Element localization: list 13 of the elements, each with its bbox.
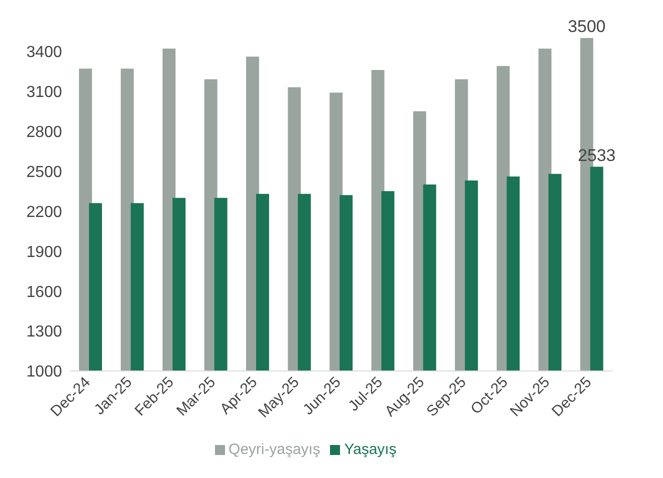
y-tick-label: 1300: [26, 324, 62, 341]
data-label: 2533: [578, 146, 616, 165]
y-tick-label: 2200: [26, 204, 62, 221]
legend-label: Qeyri-yaşayış: [228, 441, 320, 458]
y-tick-label: 2500: [26, 164, 62, 181]
y-tick-label: 2800: [26, 124, 62, 141]
y-tick-label: 1600: [26, 284, 62, 301]
legend-label: Yaşayış: [344, 441, 396, 458]
y-tick-label: 1000: [26, 364, 62, 381]
y-tick-label: 1900: [26, 244, 62, 261]
y-tick-label: 3100: [26, 84, 62, 101]
y-tick-label: 3400: [26, 44, 62, 61]
data-label: 3500: [568, 17, 606, 36]
